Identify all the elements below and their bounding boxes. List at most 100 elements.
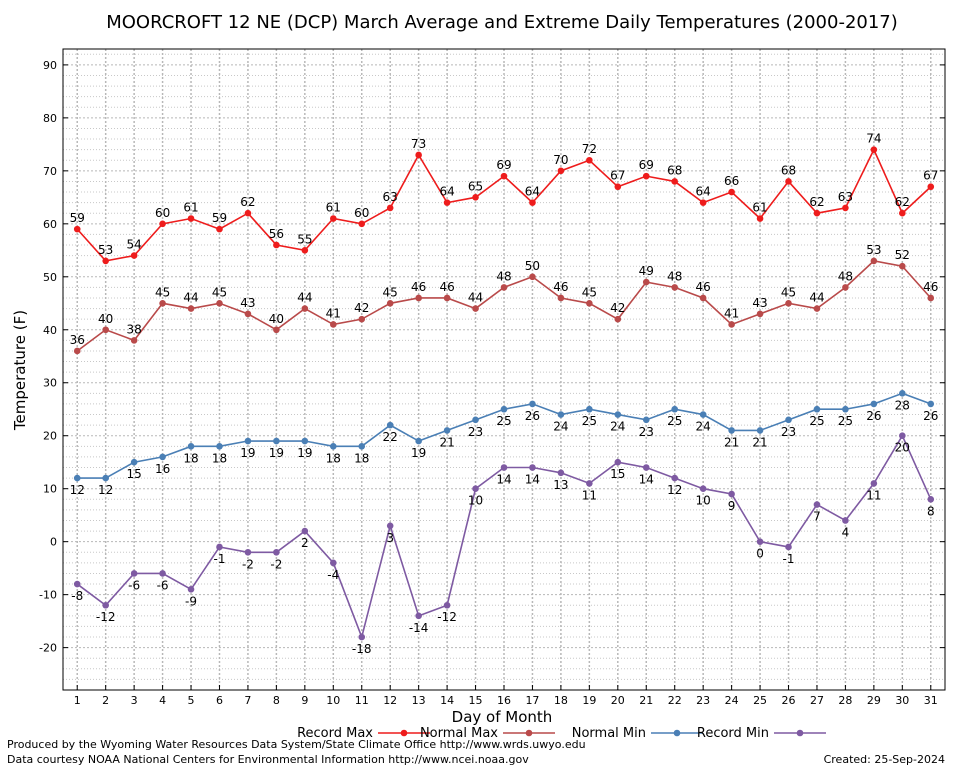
normal-min-data-label: 25	[667, 414, 682, 428]
record-max-data-label: 62	[240, 195, 255, 209]
legend-label: Normal Max	[420, 726, 498, 741]
normal-min-point	[642, 416, 650, 424]
record-max-point	[472, 194, 479, 201]
normal-min-point	[529, 400, 536, 408]
normal-min-point	[329, 443, 337, 450]
x-tick-label: 21	[639, 694, 653, 707]
record-max-data-label: 64	[439, 185, 454, 199]
normal-min-point	[927, 400, 935, 408]
record-min-point	[728, 490, 735, 498]
normal-min-data-label: 25	[496, 414, 511, 428]
x-tick-label: 8	[273, 694, 280, 707]
y-tick-label: 0	[50, 536, 57, 549]
record-max-data-label: 65	[468, 179, 483, 193]
normal-max-data-label: 45	[582, 285, 597, 299]
record-max-point	[358, 220, 366, 228]
normal-max-data-label: 50	[525, 259, 540, 273]
record-max-data-label: 60	[155, 206, 170, 220]
normal-max-data-label: 44	[468, 291, 483, 305]
record-min-point	[756, 538, 764, 545]
normal-max-data-label: 42	[354, 301, 369, 315]
normal-min-point	[216, 443, 223, 450]
record-min-data-label: 0	[756, 547, 764, 561]
record-min-data-label: 2	[301, 536, 309, 550]
x-tick-label: 7	[244, 694, 251, 707]
x-tick-label: 17	[525, 694, 539, 707]
record-max-point	[443, 199, 451, 206]
x-tick-label: 26	[782, 694, 796, 707]
normal-min-data-label: 25	[582, 414, 597, 428]
record-max-data-label: 68	[667, 163, 682, 177]
x-tick-label: 27	[810, 694, 824, 707]
record-min-point	[216, 543, 223, 551]
record-min-data-label: -1	[783, 552, 795, 566]
record-min-data-label: 14	[639, 473, 654, 487]
legend-label: Record Max	[297, 726, 373, 741]
record-max-point	[187, 215, 195, 222]
y-tick-label: 90	[43, 59, 57, 72]
record-min-point	[785, 543, 792, 551]
normal-max-point	[728, 321, 735, 328]
record-min-data-label: -1	[213, 552, 225, 566]
normal-min-point	[671, 405, 679, 413]
normal-min-data-label: 18	[212, 451, 227, 465]
record-min-point	[500, 464, 508, 471]
record-min-data-label: -14	[409, 621, 429, 635]
normal-max-data-label: 48	[496, 269, 511, 283]
normal-min-data-label: 19	[411, 446, 426, 460]
x-tick-label: 25	[753, 694, 767, 707]
normal-max-point	[244, 310, 252, 318]
record-min-data-label: 12	[667, 483, 682, 497]
normal-max-data-label: 45	[212, 285, 227, 299]
record-min-data-label: -12	[437, 610, 457, 624]
record-max-data-label: 54	[126, 238, 141, 252]
normal-min-data-label: 24	[696, 420, 711, 434]
normal-max-data-label: 41	[326, 306, 341, 320]
record-max-data-label: 56	[269, 227, 284, 241]
normal-max-data-label: 42	[610, 301, 625, 315]
legend-entry-record-max: Record Max	[297, 726, 430, 741]
record-min-data-label: -2	[242, 557, 254, 571]
normal-max-point	[699, 294, 707, 302]
record-max-point	[301, 247, 309, 254]
normal-max-point	[586, 299, 593, 307]
normal-min-data-label: 25	[809, 414, 824, 428]
record-max-point	[386, 204, 394, 212]
normal-max-point	[73, 347, 81, 355]
record-max-point	[813, 209, 821, 217]
normal-max-data-label: 48	[838, 269, 853, 283]
record-max-data-label: 62	[809, 195, 824, 209]
record-max-data-label: 69	[639, 158, 654, 172]
record-max-point	[586, 156, 593, 164]
normal-min-data-label: 24	[553, 420, 568, 434]
record-max-data-label: 63	[383, 190, 398, 204]
record-min-data-label: -8	[71, 589, 83, 603]
record-min-data-label: 20	[895, 441, 910, 455]
x-axis-label: Day of Month	[452, 708, 553, 726]
normal-max-series: 36 40 38 45 44 45 43 40 44 41 42 45 46 46 44 48 50 46 45 42…	[70, 243, 938, 355]
record-min-point	[329, 559, 337, 567]
normal-max-point	[102, 326, 109, 334]
record-max-data-label: 64	[525, 185, 540, 199]
record-min-data-label: 11	[866, 488, 881, 502]
x-tick-label: 4	[159, 694, 166, 707]
record-max-data-label: 67	[923, 169, 938, 183]
normal-min-point	[728, 427, 735, 434]
record-max-point	[642, 172, 650, 180]
record-min-point	[586, 480, 593, 487]
legend-label: Normal Min	[572, 726, 646, 741]
y-tick-label: 20	[43, 430, 57, 443]
record-min-point	[557, 469, 565, 477]
record-min-data-label: 9	[728, 499, 736, 513]
record-max-data-label: 62	[895, 195, 910, 209]
y-tick-label: 50	[43, 271, 57, 284]
record-max-point	[329, 215, 337, 222]
normal-max-point	[159, 299, 166, 307]
normal-max-point	[472, 305, 479, 312]
record-min-point	[415, 612, 422, 620]
record-max-point	[73, 225, 81, 233]
record-min-point	[130, 570, 138, 577]
record-min-point	[159, 570, 166, 577]
